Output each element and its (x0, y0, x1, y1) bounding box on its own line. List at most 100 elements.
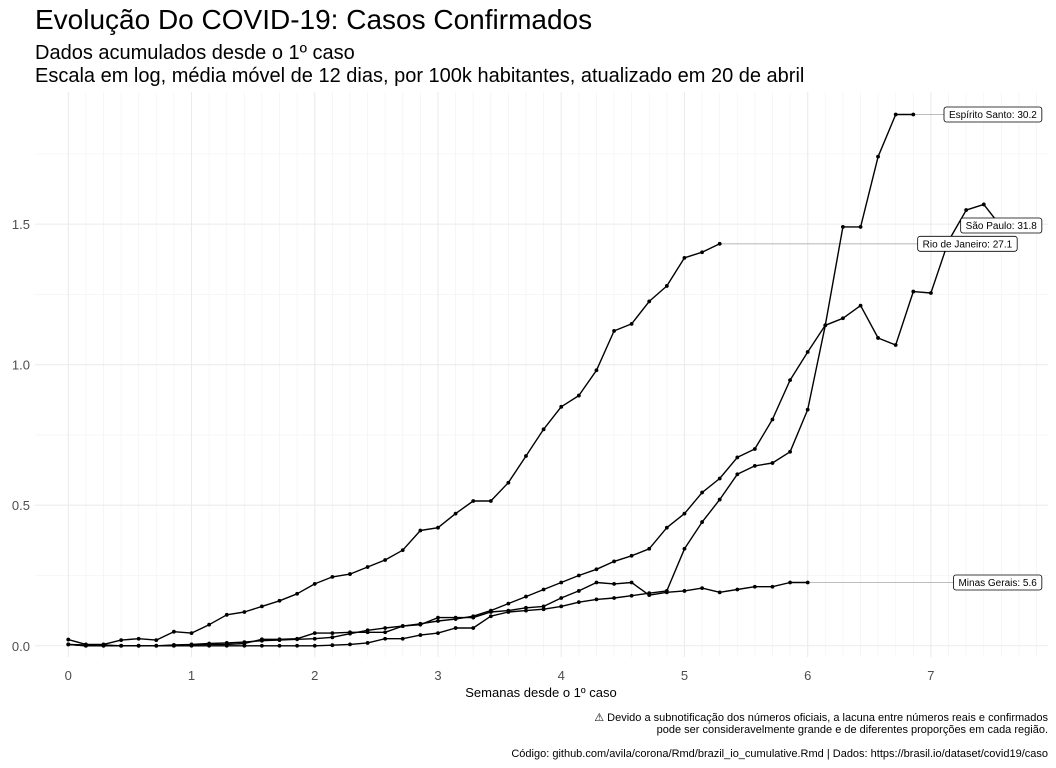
data-point-rio-de-janeiro (277, 598, 282, 603)
data-point-sao-paulo (700, 490, 704, 495)
data-point-sao-paulo (893, 343, 898, 347)
data-point-sao-paulo (805, 350, 810, 354)
data-point-minas-gerais (154, 643, 159, 648)
data-point-sao-paulo (823, 323, 828, 328)
data-point-espirito-santo (559, 604, 564, 609)
data-point-espirito-santo (735, 472, 740, 477)
data-point-minas-gerais (242, 641, 247, 646)
data-point-minas-gerais (207, 642, 212, 647)
data-point-espirito-santo (576, 600, 581, 605)
data-point-rio-de-janeiro (365, 565, 370, 569)
data-point-espirito-santo (383, 636, 388, 641)
data-point-minas-gerais (805, 580, 810, 585)
data-point-espirito-santo (541, 607, 546, 612)
data-point-rio-de-janeiro (612, 329, 616, 333)
x-tick-label: 3 (434, 668, 441, 683)
data-point-sao-paulo (841, 316, 845, 321)
data-point-espirito-santo (805, 407, 810, 412)
data-point-minas-gerais (436, 615, 440, 620)
data-point-espirito-santo (893, 112, 898, 117)
data-point-rio-de-janeiro (471, 499, 476, 503)
data-point-espirito-santo (841, 225, 845, 229)
data-point-sao-paulo (559, 580, 564, 585)
data-point-sao-paulo (383, 626, 388, 630)
end-label-box (917, 235, 1018, 252)
data-point-espirito-santo (770, 461, 775, 465)
data-point-espirito-santo (348, 642, 352, 647)
data-point-espirito-santo (488, 614, 493, 619)
end-label-text: Rio de Janeiro: 27.1 (923, 239, 1013, 250)
data-point-minas-gerais (189, 643, 194, 647)
chart-title: Evolução Do COVID-19: Casos Confirmados (35, 4, 592, 35)
end-label-text: Espírito Santo: 30.2 (949, 110, 1037, 121)
data-point-sao-paulo (612, 559, 616, 564)
data-point-rio-de-janeiro (506, 480, 511, 485)
data-point-rio-de-janeiro (136, 636, 141, 641)
data-point-espirito-santo (717, 497, 722, 502)
data-point-espirito-santo (858, 225, 863, 229)
x-tick-label: 6 (804, 668, 811, 683)
x-tick-label: 1 (188, 668, 195, 683)
data-point-rio-de-janeiro (418, 528, 423, 533)
data-point-minas-gerais (682, 589, 687, 593)
data-point-rio-de-janeiro (295, 591, 300, 596)
data-point-espirito-santo (682, 546, 687, 551)
chart-subtitle-line1: Dados acumulados desde o 1º caso (35, 42, 355, 64)
data-point-espirito-santo (752, 463, 757, 468)
data-point-espirito-santo (612, 596, 616, 600)
data-point-rio-de-janeiro (594, 368, 599, 373)
data-point-minas-gerais (418, 622, 423, 627)
data-point-sao-paulo (858, 303, 863, 308)
y-tick-label: 0.0 (12, 639, 30, 654)
data-point-minas-gerais (453, 615, 458, 620)
data-point-sao-paulo (541, 587, 546, 592)
data-point-espirito-santo (418, 633, 423, 637)
data-point-rio-de-janeiro (348, 572, 352, 576)
data-point-minas-gerais (629, 580, 634, 585)
data-point-minas-gerais (259, 637, 264, 642)
data-point-rio-de-janeiro (400, 548, 405, 553)
end-label: Rio de Janeiro: 27.1 (917, 235, 1018, 252)
data-point-minas-gerais (612, 582, 616, 586)
data-point-rio-de-janeiro (259, 604, 264, 609)
data-point-sao-paulo (594, 567, 599, 572)
data-point-espirito-santo (876, 154, 880, 159)
data-point-rio-de-janeiro (224, 612, 229, 617)
data-point-rio-de-janeiro (436, 525, 440, 530)
data-point-sao-paulo (929, 291, 933, 295)
data-point-sao-paulo (664, 525, 669, 530)
end-label-box (953, 574, 1043, 591)
data-point-rio-de-janeiro (66, 637, 71, 642)
data-point-rio-de-janeiro (664, 284, 669, 288)
data-point-minas-gerais (647, 593, 652, 598)
series-line-sao-paulo (68, 203, 1002, 647)
x-tick-label: 2 (311, 668, 318, 683)
data-point-espirito-santo (295, 643, 300, 648)
data-point-rio-de-janeiro (629, 322, 634, 326)
data-point-minas-gerais (383, 630, 388, 635)
data-point-espirito-santo (788, 449, 792, 454)
data-point-rio-de-janeiro (700, 250, 704, 255)
data-point-espirito-santo (471, 626, 476, 630)
data-point-espirito-santo (365, 641, 370, 645)
data-point-rio-de-janeiro (330, 574, 335, 579)
data-point-minas-gerais (312, 631, 317, 636)
data-point-sao-paulo (506, 601, 511, 606)
data-point-sao-paulo (752, 447, 757, 451)
data-point-minas-gerais (224, 642, 229, 647)
x-tick-label: 5 (681, 668, 688, 683)
caption-warning-line1: ⚠ Devido a subnotificação dos números of… (594, 712, 1048, 724)
end-label-text: São Paulo: 31.8 (966, 221, 1038, 232)
data-point-minas-gerais (365, 630, 370, 635)
data-point-minas-gerais (506, 608, 511, 613)
data-point-rio-de-janeiro (488, 499, 493, 503)
data-point-rio-de-janeiro (312, 582, 317, 586)
data-point-minas-gerais (541, 604, 546, 609)
end-label-text: Minas Gerais: 5.6 (958, 578, 1037, 589)
data-point-sao-paulo (629, 553, 634, 558)
data-point-rio-de-janeiro (717, 241, 722, 246)
data-point-minas-gerais (471, 615, 476, 620)
data-point-minas-gerais (488, 610, 493, 614)
data-point-rio-de-janeiro (647, 299, 652, 304)
